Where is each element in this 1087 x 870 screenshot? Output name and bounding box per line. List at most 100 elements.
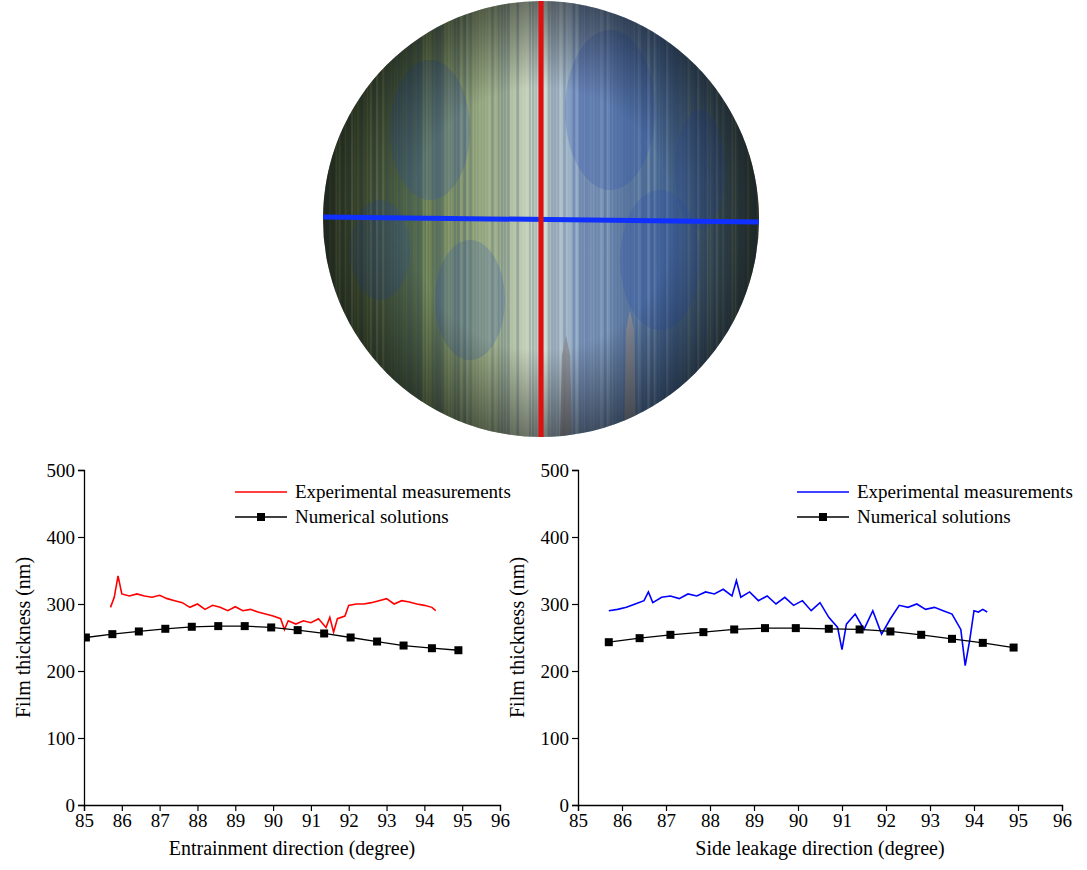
legend-swatch [797,491,849,493]
plot-area [605,581,1018,666]
marker [241,622,249,630]
tick-label: 500 [541,460,570,481]
axis-line [572,471,579,806]
tick-label: 400 [541,527,570,548]
tick-label: 94 [965,810,985,831]
tick: 95 [1009,805,1028,831]
entrainment-section [539,1,544,437]
tick-mark [572,537,578,538]
interference-image [323,1,759,437]
chart: 8586878889909192939495960100200300400500… [506,460,1072,860]
series-line [609,581,987,666]
marker [188,623,196,631]
tick: 86 [113,805,132,831]
series-line [609,628,1014,647]
tick: 90 [789,805,808,831]
tick: 200 [47,661,85,682]
tick-label: 87 [151,810,170,831]
tick-label: 100 [47,728,76,749]
tick: 500 [541,460,579,481]
marker [856,625,864,633]
marker [320,629,328,637]
tick: 200 [541,661,579,682]
legend-label: Experimental measurements [295,481,511,502]
tick: 87 [151,805,170,831]
marker [108,630,116,638]
x-axis-title: Side leakage direction (degree) [695,837,944,860]
tick: 93 [921,805,940,831]
tick-mark [78,537,84,538]
tick: 86 [613,805,632,831]
marker [135,627,143,635]
series-line [110,576,435,632]
tick: 400 [541,527,579,548]
marker [699,628,707,636]
marker [917,631,925,639]
marker [400,642,408,650]
figure: 8586878889909192939495960100200300400500… [0,0,1087,870]
tick-label: 85 [569,810,588,831]
tick-label: 90 [264,810,283,831]
plot-area [84,576,462,654]
axis-line [78,471,85,806]
image-background [323,1,759,437]
marker [761,624,769,632]
tick-mark [572,604,578,605]
y-axis: 0100200300400500 [541,460,579,816]
tick: 93 [378,805,397,831]
legend-label: Numerical solutions [295,506,449,527]
marker [730,625,738,633]
tick-label: 93 [921,810,940,831]
tick: 88 [701,805,720,831]
tick-mark [78,604,84,605]
tick: 85 [75,805,94,831]
marker [214,622,222,630]
tick: 85 [569,805,588,831]
tick-label: 85 [75,810,94,831]
tick-label: 95 [453,810,472,831]
tick: 400 [47,527,85,548]
tick: 91 [833,805,852,831]
y-axis: 0100200300400500 [47,460,85,816]
tick-mark [572,470,578,471]
image-vignette [323,1,759,437]
tick: 88 [188,805,207,831]
legend: Experimental measurements Numerical solut… [235,481,511,527]
x-axis: 858687888990919293949596 [569,805,1072,831]
chart: 8586878889909192939495960100200300400500… [12,460,510,860]
tick-label: 300 [47,594,76,615]
tick: 87 [657,805,676,831]
tick-label: 200 [541,661,570,682]
tick: 91 [302,805,321,831]
tick-label: 93 [378,810,397,831]
marker [84,634,90,642]
tick: 94 [965,805,985,831]
marker [161,625,169,633]
tick-label: 91 [302,810,321,831]
marker [605,638,613,646]
y-axis-title: Film thickness (nm) [12,557,35,718]
marker [636,634,644,642]
x-axis: 858687888990919293949596 [75,805,510,831]
marker [428,644,436,652]
tick-label: 92 [877,810,896,831]
marker [886,627,894,635]
marker [373,638,381,646]
legend-swatch [235,491,287,493]
tick: 0 [66,795,85,816]
image-streak [541,1,543,437]
tick-label: 96 [491,810,510,831]
tick: 94 [415,805,435,831]
tick-label: 88 [188,810,207,831]
marker [347,634,355,642]
tick-label: 88 [701,810,720,831]
tick-label: 94 [415,810,435,831]
marker [666,631,674,639]
marker [948,635,956,643]
legend-label: Experimental measurements [857,481,1073,502]
tick: 0 [560,795,579,816]
legend-label: Numerical solutions [857,506,1011,527]
tick-mark [572,738,578,739]
tick-label: 92 [340,810,359,831]
tick-label: 95 [1009,810,1028,831]
